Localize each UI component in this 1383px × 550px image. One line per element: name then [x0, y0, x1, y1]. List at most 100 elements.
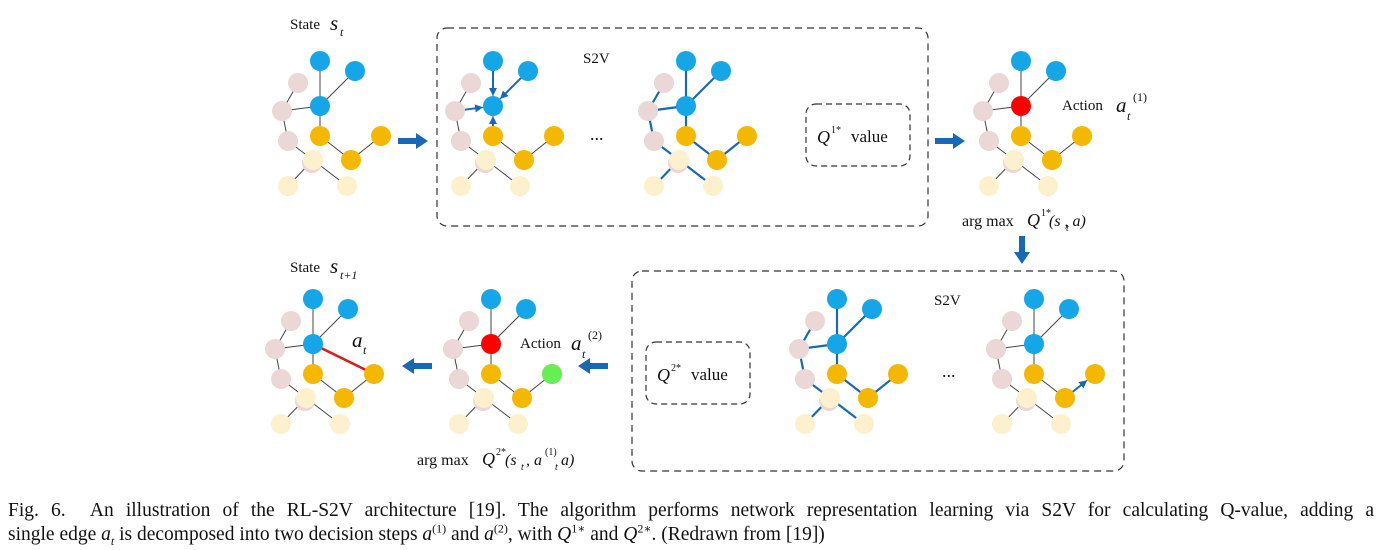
flow-arrows	[398, 133, 1030, 374]
svg-text:(1): (1)	[1133, 90, 1147, 104]
graph-node	[676, 126, 696, 146]
graph-node	[296, 388, 316, 408]
svg-text:a: a	[1116, 93, 1127, 117]
graph-node	[703, 176, 723, 196]
graph-node	[1011, 96, 1031, 116]
svg-text:(2): (2)	[588, 328, 602, 342]
graph-node	[827, 364, 847, 384]
svg-text:Q: Q	[1027, 210, 1040, 230]
graph-s2v-top-1	[445, 51, 564, 196]
graph-node	[508, 414, 528, 434]
state-label-top: State s t	[290, 11, 344, 39]
message-arrow	[464, 104, 484, 113]
graph-node	[445, 101, 465, 121]
svg-text:Q: Q	[482, 449, 495, 469]
graph-node	[1024, 289, 1044, 309]
graph-node	[858, 388, 878, 408]
message-arrow	[1072, 380, 1088, 393]
graph-node	[986, 339, 1006, 359]
graph-node	[334, 388, 354, 408]
graph-s2v-bottom-1	[789, 289, 908, 434]
svg-text:a: a	[352, 328, 363, 352]
svg-text:a): a)	[561, 452, 574, 469]
graph-node	[310, 126, 330, 146]
graph-action-2	[443, 289, 562, 434]
graph-node	[341, 150, 361, 170]
diagram: ... ... S2V S2V State s t State s t+1 Q …	[265, 11, 1147, 473]
svg-text:State: State	[290, 260, 320, 276]
graph-node	[512, 388, 532, 408]
graph-node	[805, 311, 825, 331]
graph-node	[992, 414, 1012, 434]
s2v-label-top: S2V	[583, 51, 610, 67]
svg-text:1*: 1*	[831, 125, 841, 136]
graph-node	[364, 364, 384, 384]
argmax-q1-formula: arg max Q 1* (s , a) t	[962, 208, 1086, 234]
graph-node	[310, 96, 330, 116]
graph-node	[973, 101, 993, 121]
graph-node	[795, 414, 815, 434]
graph-node	[265, 339, 285, 359]
flow-arrow-left-2	[402, 358, 432, 374]
graph-node	[1024, 364, 1044, 384]
graph-node	[516, 299, 536, 319]
svg-text:t: t	[363, 343, 367, 357]
caption-line-2: single edge at is decomposed into two de…	[8, 521, 825, 548]
graph-node	[1038, 176, 1058, 196]
graph-node	[979, 176, 999, 196]
graph-s2v-bottom-2	[986, 289, 1105, 434]
graph-node	[888, 364, 908, 384]
q1-value-label: Q 1* value	[817, 125, 888, 147]
svg-text:t: t	[1066, 223, 1069, 234]
s2v-label-bottom: S2V	[934, 293, 961, 309]
graph-node	[676, 96, 696, 116]
graph-node	[854, 414, 874, 434]
graph-node	[337, 176, 357, 196]
svg-text:value: value	[691, 365, 728, 384]
svg-text:2*: 2*	[496, 447, 506, 458]
graph-node	[461, 73, 481, 93]
figure-caption: Fig. 6. An illustration of the RL-S2V ar…	[8, 499, 1374, 547]
graph-node	[862, 299, 882, 319]
graph-node	[1055, 388, 1075, 408]
graph-node	[303, 364, 323, 384]
graph-node	[459, 311, 479, 331]
ellipsis-bottom: ...	[942, 361, 956, 381]
graph-state-t	[272, 51, 391, 196]
s2v-box-bottom	[631, 270, 1125, 472]
graph-node	[272, 101, 292, 121]
graph-node	[449, 414, 469, 434]
q2-value-box	[645, 341, 751, 405]
graph-node	[542, 364, 562, 384]
graph-s2v-top-2	[638, 51, 757, 196]
state-label-bottom: State s t+1	[290, 254, 357, 282]
svg-text:arg max: arg max	[417, 452, 469, 469]
graph-node	[644, 131, 664, 151]
graph-node	[514, 150, 534, 170]
graph-node	[544, 126, 564, 146]
svg-text:Action: Action	[1062, 98, 1103, 114]
svg-text:(s: (s	[505, 452, 517, 469]
flow-arrow-down	[1014, 236, 1030, 264]
caption-fig-label: Fig. 6.	[8, 500, 66, 521]
graph-node	[1004, 150, 1024, 170]
message-arrow	[500, 77, 522, 99]
graph-node	[483, 96, 503, 116]
graph-node	[992, 369, 1012, 389]
graph-node	[303, 334, 323, 354]
graph-node	[827, 334, 847, 354]
graph-node	[476, 150, 496, 170]
graph-node	[795, 369, 815, 389]
graph-node	[820, 388, 840, 408]
svg-text:t: t	[521, 462, 524, 473]
svg-text:(1): (1)	[545, 447, 557, 458]
graph-node	[707, 150, 727, 170]
flow-arrow-right-2	[935, 133, 965, 149]
graph-node	[443, 339, 463, 359]
flow-arrow-left-1	[578, 358, 608, 374]
svg-text:Q: Q	[817, 127, 830, 147]
graph-node	[1024, 334, 1044, 354]
svg-text:2*: 2*	[671, 363, 681, 374]
graph-node	[676, 51, 696, 71]
q1-value-box	[805, 103, 911, 167]
